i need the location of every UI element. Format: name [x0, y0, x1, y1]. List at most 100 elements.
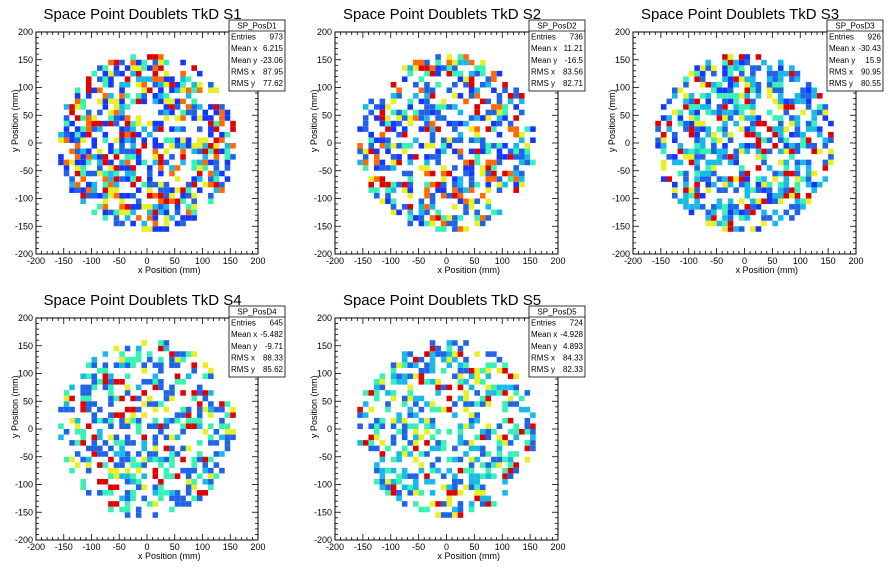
y-axis-label: y Position (mm) [309, 376, 319, 439]
heatmap-cell [496, 451, 503, 457]
heatmap-cell [468, 456, 475, 463]
heatmap-cell [224, 165, 231, 171]
heatmap-cell [435, 115, 441, 121]
heatmap-cell [141, 401, 147, 407]
heatmap-cell [219, 131, 225, 138]
stats-row-value: -5.482 [260, 330, 283, 339]
heatmap-cell [196, 87, 203, 94]
heatmap-cell [750, 143, 756, 149]
heatmap-cell [711, 159, 717, 166]
heatmap-cell [213, 159, 220, 166]
heatmap-cell [158, 204, 164, 210]
heatmap-cell [513, 115, 519, 121]
stats-row-label: Mean y [829, 56, 855, 65]
heatmap-cell [513, 104, 519, 110]
heatmap-cell [502, 440, 508, 446]
heatmap-cell [413, 440, 419, 446]
heatmap-cell [97, 87, 103, 94]
heatmap-cell [468, 198, 475, 205]
heatmap-cell [424, 181, 430, 188]
heatmap-cell [368, 423, 375, 429]
stats-row-label: RMS x [829, 67, 853, 76]
stats-row-value: 645 [270, 319, 284, 328]
x-tick-label: 150 [523, 542, 538, 552]
y-tick-label: -100 [314, 194, 332, 204]
heatmap-cell [374, 429, 380, 435]
heatmap-cell [213, 187, 220, 193]
stats-row-label: RMS x [231, 67, 255, 76]
heatmap-cell [113, 137, 120, 143]
heatmap-cell [468, 412, 475, 418]
heatmap-cell [158, 120, 164, 127]
heatmap-cell [766, 198, 773, 205]
heatmap-cell [446, 143, 453, 149]
heatmap-cell [130, 192, 136, 199]
heatmap-cell [705, 59, 712, 66]
heatmap-cell [479, 165, 486, 171]
heatmap-cell [688, 209, 695, 216]
heatmap-cell [74, 417, 81, 424]
heatmap-cell [485, 467, 492, 474]
heatmap-cell [379, 181, 386, 188]
heatmap-cell [108, 98, 114, 105]
heatmap-cell [463, 406, 469, 413]
heatmap-cell [135, 76, 142, 82]
heatmap-cell [738, 104, 745, 110]
heatmap-cell [119, 109, 125, 116]
heatmap-cell [474, 456, 480, 463]
heatmap-cell [744, 204, 751, 210]
heatmap-cell [113, 434, 120, 441]
heatmap-cell [102, 70, 109, 77]
heatmap-cell [174, 104, 181, 110]
heatmap-cell [811, 93, 817, 99]
stats-row-label: Mean x [829, 44, 855, 53]
heatmap-cell [518, 154, 525, 160]
heatmap-cell [152, 126, 159, 132]
heatmap-cell [479, 401, 486, 407]
heatmap-cell [518, 170, 525, 177]
heatmap-cell [196, 495, 203, 502]
heatmap-cell [463, 390, 469, 396]
heatmap-cell [755, 120, 762, 127]
heatmap-cell [113, 109, 120, 116]
heatmap-cell [407, 154, 414, 160]
heatmap-cell [158, 478, 164, 485]
heatmap-cell [180, 98, 186, 105]
heatmap-cell [374, 176, 380, 182]
heatmap-cell [744, 143, 751, 149]
heatmap-cell [80, 126, 86, 132]
heatmap-cell [816, 93, 823, 99]
heatmap-cell [722, 220, 728, 227]
heatmap-cell [468, 501, 475, 507]
heatmap-cell [766, 192, 773, 199]
heatmap-cell [158, 192, 164, 199]
heatmap-cell [429, 131, 436, 138]
heatmap-cell [196, 412, 203, 418]
y-tick-label: 0 [625, 138, 630, 148]
heatmap-cell [74, 115, 81, 121]
heatmap-cell [108, 93, 114, 99]
heatmap-cell [113, 451, 120, 457]
heatmap-cell [91, 384, 98, 391]
heatmap-cell [694, 131, 700, 138]
heatmap-cell [474, 445, 480, 452]
heatmap-cell [158, 384, 164, 391]
heatmap-cell [130, 148, 136, 155]
heatmap-cell [152, 384, 159, 391]
heatmap-cell [185, 187, 192, 193]
heatmap-cell [672, 187, 678, 193]
heatmap-cell [783, 137, 790, 143]
heatmap-cell [733, 76, 739, 82]
heatmap-cell [716, 148, 723, 155]
heatmap-cell [479, 220, 486, 227]
heatmap-cell [694, 115, 700, 121]
heatmap-cell [102, 373, 109, 380]
x-tick-label: 0 [144, 256, 149, 266]
heatmap-cell [102, 181, 109, 188]
heatmap-cell [828, 131, 834, 138]
heatmap-cell [502, 154, 508, 160]
heatmap-cell [474, 351, 480, 357]
heatmap-cell [390, 98, 397, 105]
heatmap-cell [102, 198, 109, 205]
heatmap-cell [174, 81, 181, 88]
